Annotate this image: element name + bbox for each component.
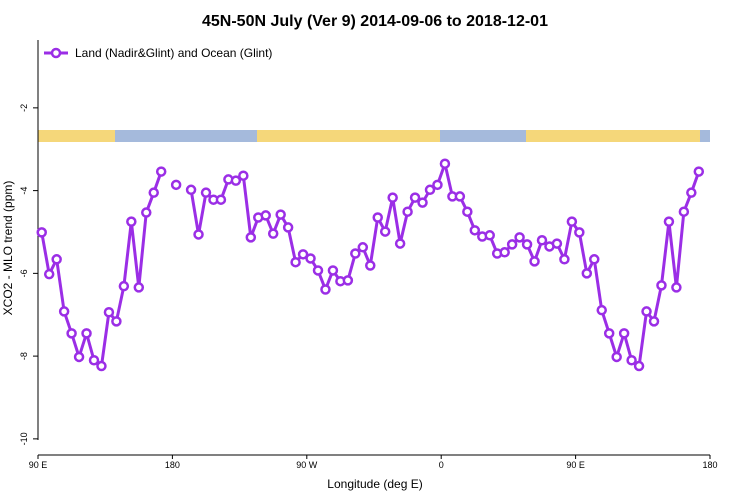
data-point — [51, 254, 62, 265]
data-point — [618, 328, 630, 339]
data-point — [111, 316, 122, 327]
data-point — [230, 175, 242, 186]
data-point — [193, 229, 204, 240]
data-point — [282, 222, 294, 233]
legend: Land (Nadir&Glint) and Ocean (Glint) — [44, 46, 272, 60]
data-point — [424, 184, 436, 196]
data-point — [521, 239, 533, 250]
x-tick-label: 0 — [439, 460, 444, 470]
y-tick-label: -4 — [19, 187, 29, 195]
data-point — [245, 232, 257, 243]
data-point — [596, 304, 607, 316]
data-point — [514, 232, 525, 243]
y-tick-label: -10 — [19, 432, 29, 445]
data-point — [417, 197, 428, 208]
data-point — [215, 194, 227, 205]
x-tick-label: 90 E — [566, 460, 585, 470]
data-point — [350, 248, 361, 259]
data-point — [238, 170, 249, 181]
data-point — [462, 206, 473, 217]
data-point — [559, 254, 570, 265]
data-point — [529, 256, 540, 267]
data-point — [43, 268, 55, 280]
y-tick-label: -8 — [19, 352, 29, 360]
x-tick-label: 90 E — [29, 460, 48, 470]
data-point — [633, 360, 645, 372]
data-point — [551, 238, 563, 249]
data-point — [312, 265, 324, 276]
data-point — [686, 187, 697, 198]
data-point — [589, 254, 600, 265]
data-point — [148, 187, 159, 198]
data-point — [66, 328, 77, 339]
data-point — [603, 328, 615, 339]
data-point — [454, 191, 466, 202]
data-point — [141, 207, 152, 218]
data-point — [96, 360, 107, 372]
data-point — [155, 166, 167, 177]
data-point — [678, 206, 690, 217]
series-line — [40, 171, 163, 369]
data-point — [506, 239, 518, 250]
data-point — [297, 249, 309, 260]
legend-marker — [50, 47, 62, 59]
data-point — [327, 265, 339, 276]
x-axis-label: Longitude (deg E) — [327, 477, 422, 491]
data-point — [641, 306, 652, 317]
data-point — [663, 216, 675, 227]
data-point — [574, 227, 585, 238]
y-axis-label: XCO2 - MLO trend (ppm) — [1, 181, 15, 316]
data-point — [402, 206, 413, 217]
x-tick-label: 180 — [702, 460, 717, 470]
data-point — [305, 253, 316, 264]
data-point — [469, 225, 481, 236]
data-point — [656, 280, 667, 291]
data-point — [290, 256, 301, 268]
data-point — [320, 284, 331, 295]
chart-title: 45N-50N July (Ver 9) 2014-09-06 to 2018-… — [202, 13, 548, 30]
data-point — [439, 158, 451, 169]
data-point — [387, 192, 398, 203]
data-point — [73, 351, 85, 363]
data-point — [409, 192, 421, 203]
data-point — [499, 247, 510, 258]
data-point — [693, 166, 705, 177]
data-point — [566, 216, 578, 227]
data-point — [581, 268, 593, 279]
data-point — [484, 230, 495, 241]
x-tick-label: 90 W — [296, 460, 318, 470]
data-point — [379, 226, 391, 237]
data-point — [611, 351, 622, 363]
data-point — [260, 210, 271, 221]
data-point — [103, 307, 115, 318]
data-point — [365, 260, 376, 271]
data-point — [342, 275, 354, 286]
data-point — [275, 209, 286, 220]
data-point — [133, 282, 145, 293]
data-point — [81, 328, 92, 339]
data-point — [394, 238, 406, 249]
data-point — [185, 184, 197, 196]
data-point — [88, 354, 100, 366]
data-point — [372, 212, 383, 223]
data-point — [58, 306, 70, 317]
data-point — [536, 235, 548, 246]
data-point — [267, 228, 279, 239]
data-point — [626, 354, 637, 366]
data-point — [126, 216, 137, 227]
land-ocean-strip — [38, 130, 710, 142]
data-point — [357, 242, 369, 253]
data-point — [170, 179, 182, 191]
data-point — [671, 282, 682, 293]
data-point — [200, 187, 212, 198]
data-point — [118, 280, 130, 292]
data-point — [432, 179, 443, 191]
data-point — [648, 316, 660, 327]
x-tick-label: 180 — [165, 460, 180, 470]
data-point — [36, 227, 47, 238]
y-tick-label: -2 — [19, 104, 29, 112]
y-tick-label: -6 — [19, 269, 29, 277]
legend-label: Land (Nadir&Glint) and Ocean (Glint) — [75, 46, 272, 60]
